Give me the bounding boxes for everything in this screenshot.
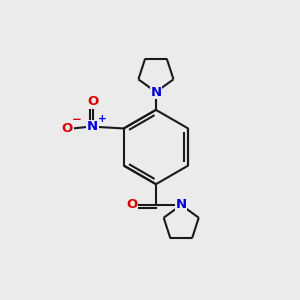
Text: +: + bbox=[98, 114, 106, 124]
Text: N: N bbox=[150, 85, 161, 98]
Text: O: O bbox=[62, 122, 73, 135]
Text: N: N bbox=[87, 121, 98, 134]
Text: −: − bbox=[71, 113, 81, 126]
Text: O: O bbox=[127, 199, 138, 212]
Text: N: N bbox=[176, 199, 187, 212]
Text: O: O bbox=[87, 95, 98, 108]
